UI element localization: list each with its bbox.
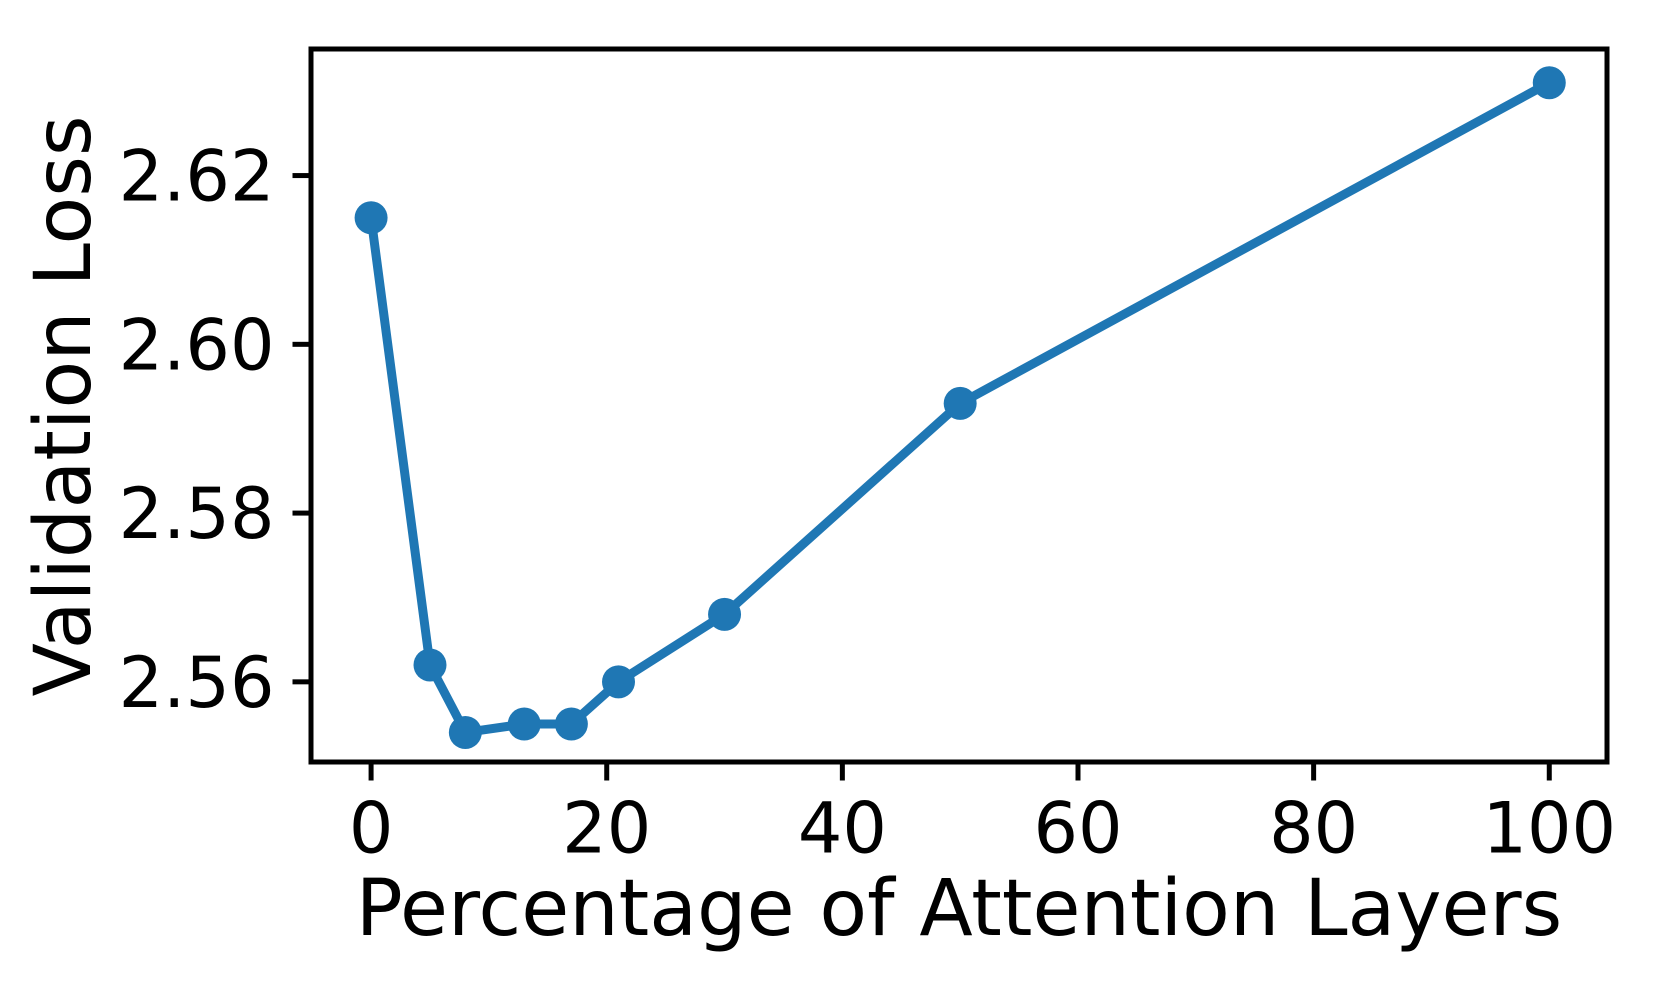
x-tick-label: 100 [1482,788,1616,870]
x-tick-label: 40 [798,788,887,870]
data-point-marker [943,386,977,420]
plot-border [308,46,1610,765]
x-tick-label: 20 [562,788,651,870]
x-tick-label: 60 [1033,788,1122,870]
data-point-marker [602,665,636,699]
data-point-marker [354,201,388,235]
y-axis-label: Validation Loss [19,115,109,696]
data-point-marker [413,648,447,682]
x-axis-label: Percentage of Attention Layers [356,864,1562,954]
y-tick-label: 2.60 [119,304,275,386]
data-point-marker [554,707,588,741]
data-point-marker [448,715,482,749]
data-point-marker [708,597,742,631]
data-point-marker [507,707,541,741]
data-point-marker [1532,66,1566,100]
line-series [354,66,1566,749]
x-tick-label: 0 [349,788,394,870]
y-tick-label: 2.62 [119,136,275,218]
x-tick-label: 80 [1269,788,1358,870]
y-tick-label: 2.56 [119,642,275,724]
axes-layer: 0 20 40 60 80 100 2.56 2.58 2.60 2.62 [119,46,1616,870]
y-tick-label: 2.58 [119,473,275,555]
